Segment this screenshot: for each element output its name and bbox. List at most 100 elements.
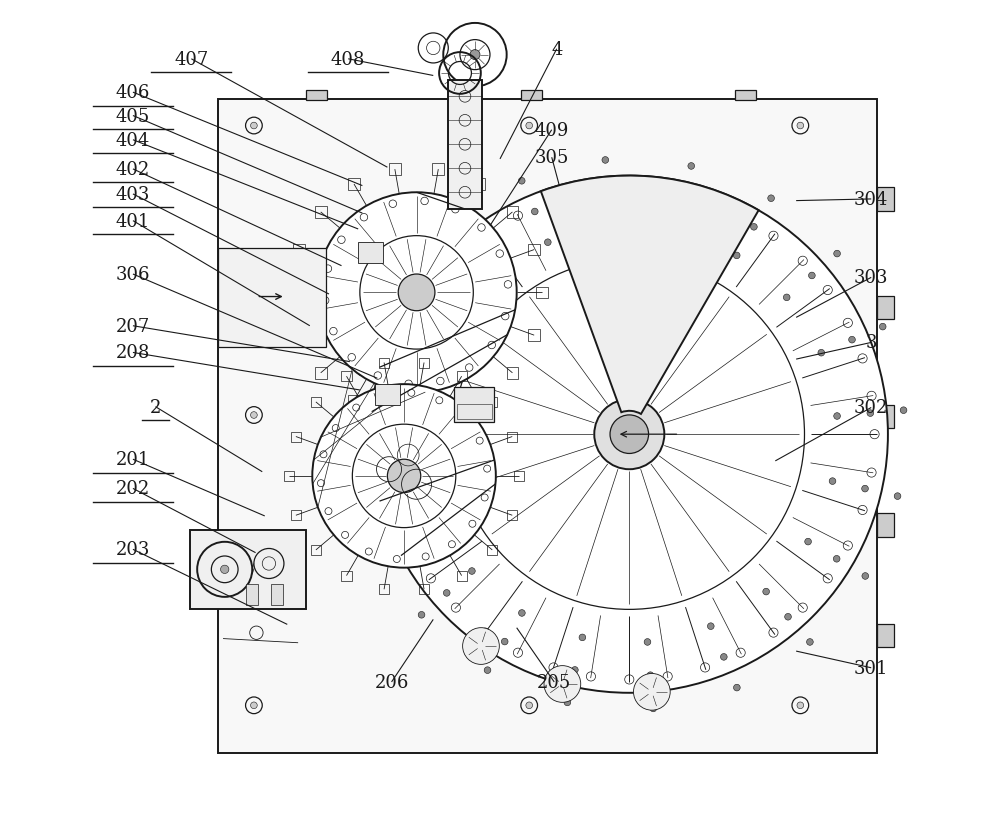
Circle shape (251, 123, 257, 130)
Circle shape (879, 324, 886, 330)
Text: 408: 408 (331, 51, 365, 69)
Circle shape (768, 196, 774, 202)
Bar (190, 531, 306, 609)
Text: 202: 202 (116, 480, 150, 497)
Bar (487, 397, 497, 407)
Bar (358, 243, 383, 264)
Bar (528, 330, 540, 342)
Bar (877, 624, 894, 647)
Bar (507, 432, 517, 442)
Circle shape (403, 526, 410, 533)
Circle shape (360, 237, 473, 349)
Text: 405: 405 (116, 107, 150, 125)
Circle shape (605, 191, 612, 197)
Circle shape (894, 493, 901, 500)
Bar (293, 244, 305, 256)
Bar (432, 164, 444, 176)
Bar (311, 397, 321, 407)
Bar (379, 584, 389, 594)
Bar (638, 232, 663, 261)
Text: 205: 205 (537, 673, 571, 691)
Bar (877, 188, 894, 212)
Text: 403: 403 (116, 186, 150, 204)
Circle shape (690, 251, 710, 271)
Bar (419, 584, 429, 594)
Circle shape (501, 639, 508, 645)
Circle shape (849, 337, 855, 344)
Bar (448, 80, 482, 210)
Circle shape (526, 123, 533, 130)
Circle shape (833, 556, 840, 563)
Bar (389, 164, 401, 176)
Bar (273, 273, 294, 309)
Circle shape (418, 450, 425, 456)
Bar (286, 288, 297, 298)
Circle shape (862, 573, 869, 579)
Circle shape (579, 635, 586, 641)
Bar (375, 385, 400, 405)
Circle shape (519, 610, 525, 617)
Bar (389, 410, 401, 422)
Circle shape (608, 224, 614, 231)
Circle shape (221, 565, 229, 573)
Text: 407: 407 (174, 51, 208, 69)
Circle shape (688, 163, 695, 170)
Text: 404: 404 (116, 131, 150, 150)
Bar (457, 571, 467, 581)
Circle shape (373, 538, 379, 545)
Circle shape (797, 123, 804, 130)
Bar (271, 584, 283, 605)
Circle shape (423, 385, 429, 391)
Bar (521, 91, 542, 101)
Bar (341, 372, 352, 382)
Circle shape (467, 249, 474, 256)
Circle shape (572, 667, 578, 674)
Circle shape (470, 50, 480, 60)
Circle shape (763, 589, 769, 595)
Bar (315, 368, 327, 380)
Bar (473, 179, 485, 191)
Text: 208: 208 (116, 344, 150, 362)
Circle shape (312, 385, 496, 568)
Circle shape (385, 452, 392, 459)
Circle shape (658, 242, 678, 262)
Circle shape (454, 260, 804, 609)
Bar (291, 432, 301, 442)
Bar (619, 222, 682, 273)
Circle shape (751, 224, 757, 231)
Circle shape (807, 639, 813, 645)
Circle shape (707, 623, 714, 630)
Circle shape (633, 674, 670, 711)
Bar (277, 277, 290, 290)
Bar (419, 358, 429, 368)
Bar (507, 368, 518, 380)
Circle shape (862, 486, 868, 492)
Bar (514, 472, 524, 482)
Text: 3: 3 (865, 334, 877, 352)
Bar (735, 91, 756, 101)
Text: 301: 301 (854, 659, 888, 677)
Text: 203: 203 (116, 541, 150, 558)
Circle shape (352, 425, 456, 528)
Circle shape (387, 460, 421, 493)
Text: 302: 302 (854, 399, 888, 417)
Circle shape (544, 240, 551, 247)
Circle shape (733, 252, 740, 259)
Circle shape (834, 251, 840, 257)
Circle shape (647, 672, 654, 679)
Wedge shape (541, 176, 759, 415)
Circle shape (251, 412, 257, 419)
Bar (291, 511, 301, 521)
Circle shape (447, 324, 454, 331)
Bar (528, 244, 540, 256)
Circle shape (805, 538, 811, 545)
Circle shape (610, 415, 649, 454)
Bar (218, 249, 326, 347)
Bar (348, 395, 360, 407)
Circle shape (419, 307, 425, 314)
Circle shape (602, 157, 609, 164)
Circle shape (829, 478, 836, 485)
Text: 306: 306 (116, 266, 150, 283)
Text: 207: 207 (116, 318, 150, 335)
Circle shape (398, 275, 435, 311)
